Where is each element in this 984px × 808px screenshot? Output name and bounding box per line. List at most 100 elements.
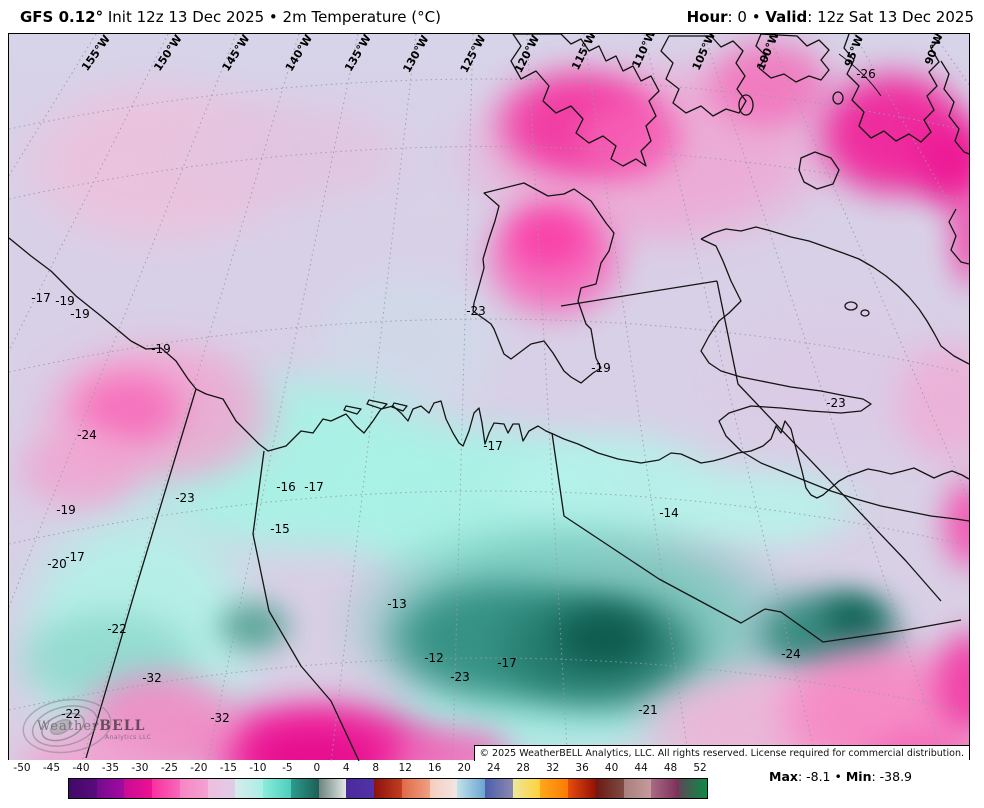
- colorbar-tick: 0: [313, 762, 321, 774]
- colorbar-tick: 36: [575, 762, 589, 774]
- colorbar-segment: [374, 779, 402, 798]
- temp-label: -17: [483, 439, 503, 453]
- temp-label: -23: [826, 396, 846, 410]
- shading-blob: [549, 604, 659, 674]
- colorbar-tick: -35: [101, 762, 120, 774]
- nwt-nunavut-border: [551, 432, 962, 643]
- min-label: Min: [845, 769, 872, 784]
- colorbar-tick: -15: [219, 762, 237, 774]
- yukon-nwt-border: [252, 450, 360, 761]
- temp-label: -19: [56, 503, 76, 517]
- temp-label: -26: [856, 67, 876, 81]
- colorbar-tick: -30: [131, 762, 149, 774]
- temp-label: -23: [450, 670, 470, 684]
- temp-label: -19: [151, 342, 171, 356]
- temp-label: -13: [387, 597, 407, 611]
- separator: •: [746, 7, 766, 26]
- colorbar-segment: [457, 779, 486, 798]
- colorbar-tick: 16: [428, 762, 442, 774]
- weatherbell-watermark: WeatherBELL Analytics LLC: [19, 696, 179, 756]
- victoria-island-north: [700, 226, 969, 365]
- island: [755, 34, 830, 83]
- temp-label: -17: [304, 480, 324, 494]
- temp-label: -12: [424, 651, 444, 665]
- colorbar-tick: 32: [545, 762, 560, 774]
- shading-blob: [504, 204, 594, 274]
- temp-label: -17: [31, 291, 51, 305]
- colorbar-segment: [207, 779, 236, 798]
- temp-label: -24: [781, 647, 801, 661]
- colorbar-tick: -25: [160, 762, 178, 774]
- colorbar-tick: 48: [663, 762, 678, 774]
- colorbar-segment: [152, 779, 180, 798]
- temp-label: -19: [591, 361, 611, 375]
- colorbar-segment: [179, 779, 208, 798]
- shading-blob: [569, 94, 689, 184]
- temperature-map: WeatherBELL Analytics LLC © 2025 Weather…: [8, 33, 970, 762]
- coastlines: [9, 34, 969, 522]
- colorbar-tick: 24: [486, 762, 501, 774]
- max-min-readout: Max: -8.1 • Min: -38.9: [769, 769, 912, 784]
- region-border: [716, 280, 942, 602]
- island: [510, 34, 660, 167]
- colorbar-segment: [263, 779, 291, 798]
- island: [948, 208, 969, 265]
- temp-label: -23: [175, 491, 195, 505]
- colorbar-segment: [96, 779, 125, 798]
- colorbar-segment: [540, 779, 569, 798]
- colorbar-segment: [235, 779, 264, 798]
- temp-label: -32: [210, 711, 230, 725]
- model-subtitle: Init 12z 13 Dec 2025 • 2m Temperature (°…: [103, 7, 441, 26]
- colorbar-tick: -45: [42, 762, 61, 774]
- colorbar-tick: 40: [604, 762, 619, 774]
- colorbar-segment: [346, 779, 375, 798]
- banks-island: [472, 182, 615, 384]
- meridians: [9, 34, 969, 761]
- temp-label: -15: [270, 522, 290, 536]
- victoria-island-west: [700, 238, 969, 522]
- colorbar-tick: 44: [634, 762, 648, 774]
- temp-label: -14: [659, 506, 679, 520]
- temp-label: -19: [70, 307, 90, 321]
- hour-value: : 0: [727, 7, 747, 26]
- colorbar-tick: 52: [693, 762, 707, 774]
- model-title: GFS 0.12° Init 12z 13 Dec 2025 • 2m Temp…: [0, 8, 441, 26]
- shading-blob: [159, 94, 419, 214]
- colorbar-tick: -10: [249, 762, 267, 774]
- model-name: GFS 0.12°: [20, 7, 104, 26]
- island: [660, 35, 747, 117]
- header-bar: GFS 0.12° Init 12z 13 Dec 2025 • 2m Temp…: [0, 0, 984, 33]
- copyright-notice: © 2025 WeatherBELL Analytics, LLC. All r…: [473, 745, 969, 761]
- max-label: Max: [769, 769, 798, 784]
- graticule: [9, 78, 962, 711]
- temp-label: -23: [466, 304, 486, 318]
- temp-label: -22: [107, 622, 127, 636]
- colorbar-segment: [623, 779, 652, 798]
- temp-label: -16: [276, 480, 296, 494]
- colorbar-tick: -40: [72, 762, 90, 774]
- valid-time: Hour: 0 • Valid: 12z Sat 13 Dec 2025: [687, 8, 984, 26]
- shading-blob: [949, 174, 969, 294]
- island: [940, 60, 969, 155]
- colorbar-ticks: -50 -45 -40 -35 -30 -25 -20 -15 -10 -5 0 4 8 12 16 20 24…: [0, 762, 984, 776]
- hour-label: Hour: [686, 7, 728, 26]
- colorbar-tick: -5: [282, 762, 293, 774]
- max-value: : -8.1: [797, 769, 831, 784]
- colorbar-segment: [595, 779, 624, 798]
- temp-label: -24: [77, 428, 97, 442]
- watermark-subtext: Analytics LLC: [105, 734, 152, 741]
- colorbar-segment: [568, 779, 596, 798]
- colorbar-segment: [651, 779, 680, 798]
- coastlines-layer: [9, 34, 969, 761]
- temp-label: -22: [61, 707, 81, 721]
- colorbar-strip: -50 -45 -40 -35 -30 -25 -20 -15 -10 -5 0 4 8 12 16 20 24…: [0, 760, 984, 808]
- colorbar-segment: [124, 779, 153, 798]
- colorbar-segment: [290, 779, 319, 798]
- temp-label: -17: [65, 550, 85, 564]
- temp-label: -20: [47, 557, 67, 571]
- colorbar: [68, 778, 708, 799]
- colorbar-tick: 28: [516, 762, 530, 774]
- watermark-text: WeatherBELL: [37, 718, 146, 734]
- colorbar-segment: [69, 779, 97, 798]
- temp-label: -17: [497, 656, 517, 670]
